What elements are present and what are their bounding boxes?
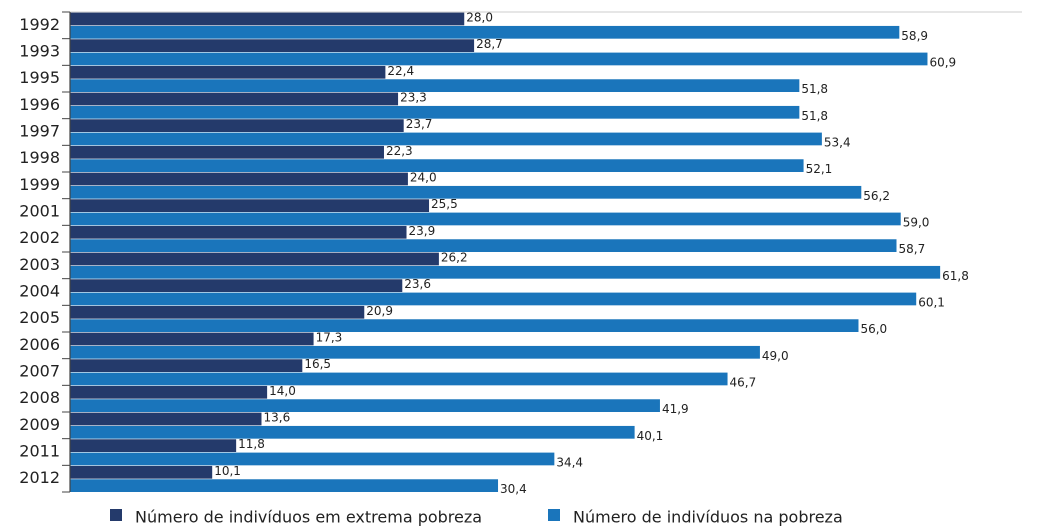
bar bbox=[70, 199, 430, 212]
bar bbox=[70, 25, 900, 39]
bar bbox=[70, 105, 800, 119]
category-label: 1998 bbox=[19, 148, 60, 167]
value-label: 53,4 bbox=[824, 135, 851, 149]
value-label: 51,8 bbox=[801, 82, 828, 96]
bar bbox=[70, 52, 928, 66]
category-label: 1996 bbox=[19, 95, 60, 114]
category-label: 2008 bbox=[19, 388, 60, 407]
bar bbox=[70, 225, 407, 239]
value-label: 23,3 bbox=[400, 90, 427, 104]
bar bbox=[70, 119, 404, 132]
value-label: 22,4 bbox=[387, 64, 414, 78]
value-label: 51,8 bbox=[801, 109, 828, 123]
value-label: 58,9 bbox=[901, 29, 928, 43]
value-label: 60,9 bbox=[929, 55, 956, 69]
category-label: 1999 bbox=[19, 175, 60, 194]
bar bbox=[70, 265, 941, 279]
value-label: 17,3 bbox=[316, 330, 343, 344]
value-label: 40,1 bbox=[637, 429, 664, 443]
legend-label: Número de indivíduos em extrema pobreza bbox=[135, 508, 482, 526]
bar bbox=[70, 252, 439, 266]
bar bbox=[70, 145, 384, 159]
value-label: 23,6 bbox=[404, 277, 431, 291]
bar bbox=[70, 92, 399, 106]
value-label: 34,4 bbox=[556, 455, 583, 469]
bar bbox=[70, 399, 660, 412]
value-label: 46,7 bbox=[730, 375, 757, 389]
bar bbox=[70, 452, 555, 466]
value-label: 41,9 bbox=[662, 402, 689, 416]
value-label: 23,7 bbox=[406, 117, 433, 131]
category-label: 2004 bbox=[19, 282, 60, 301]
category-label: 2012 bbox=[19, 468, 60, 487]
bar bbox=[70, 292, 917, 306]
legend-label: Número de indivíduos na pobreza bbox=[573, 508, 843, 526]
category-label: 2001 bbox=[19, 202, 60, 221]
category-label: 2009 bbox=[19, 415, 60, 434]
legend-swatch bbox=[548, 509, 560, 521]
value-label: 24,0 bbox=[410, 170, 437, 184]
category-label: 2003 bbox=[19, 255, 60, 274]
bar bbox=[70, 479, 499, 492]
value-label: 11,8 bbox=[238, 437, 265, 451]
category-label: 1995 bbox=[19, 68, 60, 87]
bar bbox=[70, 305, 365, 319]
bar bbox=[70, 412, 262, 426]
bar bbox=[70, 159, 804, 172]
bar bbox=[70, 425, 635, 439]
value-label: 28,7 bbox=[476, 37, 503, 51]
value-label: 25,5 bbox=[431, 197, 458, 211]
value-label: 58,7 bbox=[898, 242, 925, 256]
bar bbox=[70, 39, 475, 52]
category-label: 2005 bbox=[19, 308, 60, 327]
bar bbox=[70, 279, 403, 292]
value-label: 56,0 bbox=[860, 322, 887, 336]
value-label: 56,2 bbox=[863, 189, 890, 203]
bar bbox=[70, 12, 465, 26]
value-label: 60,1 bbox=[918, 295, 945, 309]
value-label: 59,0 bbox=[903, 215, 930, 229]
value-label: 22,3 bbox=[386, 144, 413, 158]
value-label: 26,2 bbox=[441, 250, 468, 264]
bar bbox=[70, 319, 859, 332]
value-label: 23,9 bbox=[409, 224, 436, 238]
value-label: 30,4 bbox=[500, 482, 527, 496]
bar bbox=[70, 345, 760, 359]
bar bbox=[70, 79, 800, 92]
value-label: 49,0 bbox=[762, 349, 789, 363]
value-label: 61,8 bbox=[942, 269, 969, 283]
bar bbox=[70, 65, 386, 79]
bar bbox=[70, 439, 237, 452]
category-label: 2006 bbox=[19, 335, 60, 354]
value-label: 52,1 bbox=[806, 162, 833, 176]
value-label: 28,0 bbox=[466, 10, 493, 24]
value-label: 20,9 bbox=[366, 304, 393, 318]
category-label: 1993 bbox=[19, 42, 60, 61]
value-label: 10,1 bbox=[214, 464, 241, 478]
bar bbox=[70, 385, 268, 399]
bar bbox=[70, 239, 897, 252]
category-label: 2002 bbox=[19, 228, 60, 247]
value-label: 14,0 bbox=[269, 384, 296, 398]
category-label: 2011 bbox=[19, 442, 60, 461]
bar bbox=[70, 185, 862, 199]
bar bbox=[70, 132, 822, 146]
bar bbox=[70, 465, 213, 479]
bar bbox=[70, 172, 408, 186]
bar bbox=[70, 359, 303, 372]
bar bbox=[70, 212, 901, 226]
bar bbox=[70, 332, 314, 346]
value-label: 16,5 bbox=[304, 357, 331, 371]
value-label: 13,6 bbox=[263, 410, 290, 424]
bar bbox=[70, 372, 728, 386]
category-label: 2007 bbox=[19, 362, 60, 381]
category-label: 1997 bbox=[19, 122, 60, 141]
category-label: 1992 bbox=[19, 15, 60, 34]
legend-swatch bbox=[110, 509, 122, 521]
